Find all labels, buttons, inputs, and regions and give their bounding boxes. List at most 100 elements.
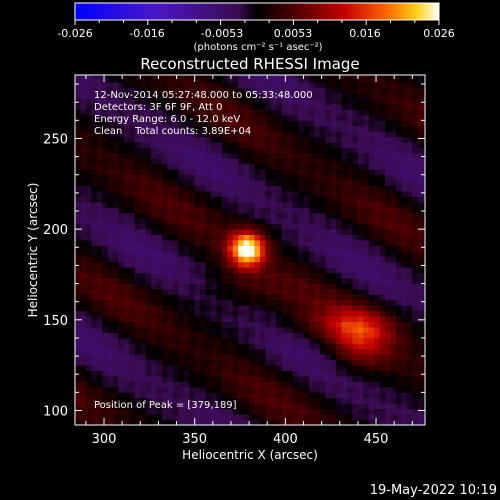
heatmap-cell <box>85 169 92 176</box>
heatmap-cell <box>254 245 261 252</box>
heatmap-cell <box>325 321 332 328</box>
heatmap-cell <box>347 207 353 214</box>
heatmap-cell <box>412 82 419 89</box>
heatmap-cell <box>221 104 228 110</box>
heatmap-cell <box>401 104 408 110</box>
heatmap-cell <box>205 299 212 306</box>
heatmap-cell <box>395 386 402 393</box>
heatmap-cell <box>156 109 163 116</box>
heatmap-cell <box>287 272 294 279</box>
heatmap-cell <box>287 381 294 388</box>
y-tick-label: 150 <box>43 314 68 329</box>
heatmap-cell <box>395 337 402 344</box>
heatmap-cell <box>80 294 87 301</box>
heatmap-cell <box>423 256 425 263</box>
heatmap-cell <box>151 75 158 78</box>
heatmap-cell <box>80 250 87 257</box>
heatmap-cell <box>287 310 294 317</box>
heatmap-cell <box>200 408 206 415</box>
heatmap-cell <box>406 98 413 105</box>
heatmap-cell <box>102 365 109 371</box>
heatmap-cell <box>85 207 92 214</box>
heatmap-cell <box>118 332 125 339</box>
heatmap-cell <box>368 392 375 399</box>
heatmap-cell <box>298 321 304 328</box>
heatmap-cell <box>314 196 321 203</box>
heatmap-cell <box>417 223 424 230</box>
heatmap-cell <box>200 147 206 154</box>
heatmap-cell <box>254 370 261 377</box>
heatmap-cell <box>298 283 304 290</box>
heatmap-cell <box>134 414 141 420</box>
heatmap-cell <box>417 316 424 323</box>
heatmap-cell <box>145 142 152 148</box>
heatmap-cell <box>292 414 299 420</box>
heatmap-cell <box>102 185 109 192</box>
heatmap-cell <box>347 376 353 382</box>
heatmap-cell <box>270 403 277 410</box>
heatmap-cell <box>194 120 201 127</box>
heatmap-cell <box>341 240 348 246</box>
heatmap-cell <box>249 185 255 192</box>
heatmap-cell <box>319 120 326 127</box>
heatmap-cell <box>281 370 288 377</box>
heatmap-cell <box>85 332 92 339</box>
heatmap-cell <box>232 294 239 301</box>
heatmap-cell <box>232 125 239 132</box>
heatmap-cell <box>390 332 397 339</box>
heatmap-cell <box>390 392 397 399</box>
heatmap-cell <box>259 343 266 350</box>
heatmap-cell <box>91 82 98 89</box>
heatmap-cell <box>243 245 250 252</box>
heatmap-cell <box>336 234 342 241</box>
heatmap-cell <box>412 354 419 361</box>
heatmap-cell <box>221 98 228 105</box>
heatmap-cell <box>75 299 81 306</box>
heatmap-cell <box>91 370 98 377</box>
heatmap-cell <box>232 245 239 252</box>
heatmap-cell <box>417 147 424 154</box>
heatmap-cell <box>75 82 81 89</box>
heatmap-cell <box>363 169 370 176</box>
heatmap-cell <box>395 403 402 410</box>
heatmap-cell <box>172 229 179 235</box>
heatmap-cell <box>162 201 168 208</box>
heatmap-cell <box>249 321 255 328</box>
heatmap-cell <box>303 392 310 399</box>
heatmap-cell <box>216 359 223 366</box>
heatmap-cell <box>276 256 283 263</box>
heatmap-cell <box>395 370 402 377</box>
heatmap-cell <box>238 321 245 328</box>
heatmap-cell <box>96 278 103 284</box>
heatmap-cell <box>75 337 81 344</box>
heatmap-cell <box>341 180 348 187</box>
heatmap-cell <box>303 136 310 143</box>
heatmap-cell <box>123 109 130 116</box>
heatmap-cell <box>423 158 425 165</box>
heatmap-cell <box>123 321 130 328</box>
heatmap-cell <box>287 294 294 301</box>
heatmap-cell <box>363 267 370 274</box>
heatmap-cell <box>145 288 152 295</box>
heatmap-cell <box>303 114 310 121</box>
heatmap-cell <box>303 207 310 214</box>
heatmap-cell <box>107 294 114 301</box>
heatmap-cell <box>232 82 239 89</box>
heatmap-cell <box>423 142 425 148</box>
colorbar-units-label: (photons cm⁻² s⁻¹ asec⁻²) <box>193 42 322 53</box>
heatmap-cell <box>189 414 196 420</box>
heatmap-cell <box>221 354 228 361</box>
heatmap-cell <box>183 272 190 279</box>
heatmap-cell <box>75 191 81 197</box>
heatmap-cell <box>134 223 141 230</box>
heatmap-cell <box>303 87 310 94</box>
heatmap-cell <box>227 240 234 246</box>
heatmap-cell <box>395 327 402 333</box>
heatmap-cell <box>390 223 397 230</box>
heatmap-cell <box>221 305 228 312</box>
heatmap-cell <box>91 147 98 154</box>
heatmap-cell <box>113 294 119 301</box>
heatmap-cell <box>406 408 413 415</box>
heatmap-cell <box>156 240 163 246</box>
heatmap-cell <box>249 414 255 420</box>
